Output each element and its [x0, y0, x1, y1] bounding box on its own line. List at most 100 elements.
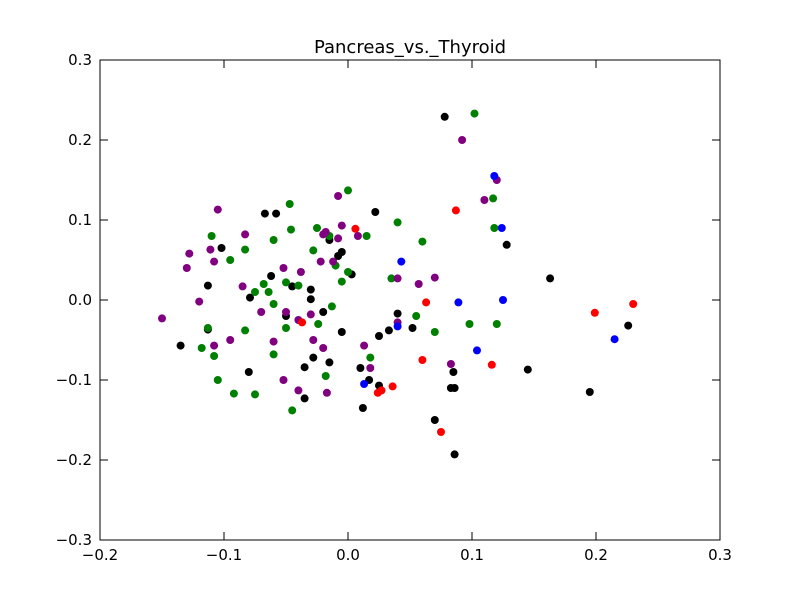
data-point	[158, 314, 166, 323]
data-point	[473, 346, 481, 355]
data-point	[388, 382, 397, 391]
data-point	[226, 256, 235, 264]
x-tick-label: −0.1	[206, 546, 242, 564]
data-point	[397, 257, 406, 266]
data-point	[210, 341, 219, 350]
data-point	[285, 200, 294, 208]
data-point	[319, 344, 328, 352]
x-tick-label: 0.2	[584, 546, 608, 564]
data-point	[356, 364, 365, 372]
chart-title: Pancreas_vs._Thyroid	[314, 37, 506, 58]
data-point	[322, 388, 331, 397]
data-point	[267, 272, 276, 280]
data-point	[321, 372, 330, 380]
data-point	[393, 322, 402, 331]
data-point	[492, 320, 501, 328]
data-point	[440, 112, 449, 121]
data-point	[176, 341, 185, 350]
data-point	[499, 296, 507, 304]
data-point	[279, 264, 288, 272]
data-point	[272, 209, 281, 218]
data-point	[241, 230, 250, 239]
data-point	[490, 172, 499, 180]
data-point	[309, 246, 318, 255]
data-point	[465, 320, 474, 328]
data-point	[337, 248, 346, 256]
data-point	[393, 274, 402, 283]
data-point	[451, 206, 460, 215]
data-point	[384, 326, 393, 335]
data-point	[393, 218, 402, 227]
data-point	[269, 300, 278, 308]
points-layer	[158, 109, 638, 459]
data-point	[334, 192, 343, 200]
data-point	[259, 280, 268, 288]
data-point	[300, 394, 309, 403]
data-point	[306, 285, 315, 294]
data-point	[489, 194, 498, 203]
data-point	[437, 428, 445, 436]
y-tick-label: 0.1	[68, 211, 92, 229]
data-point	[229, 389, 238, 398]
data-point	[244, 368, 253, 376]
x-tick-label: 0.0	[336, 546, 360, 564]
data-point	[353, 232, 362, 240]
data-point	[257, 308, 266, 316]
data-point	[294, 386, 303, 395]
data-point	[430, 328, 439, 336]
data-point	[241, 326, 250, 335]
data-point	[414, 280, 423, 288]
data-point	[497, 224, 506, 232]
data-point	[393, 309, 402, 318]
y-tick-label: 0.2	[68, 131, 92, 149]
data-point	[334, 234, 343, 243]
data-point	[282, 308, 290, 316]
plot-frame	[99, 59, 721, 541]
data-point	[185, 249, 194, 258]
data-point	[217, 244, 226, 252]
data-point	[351, 224, 360, 233]
data-point	[412, 312, 421, 320]
data-point	[226, 336, 235, 344]
data-point	[269, 350, 278, 359]
data-point	[309, 353, 318, 362]
data-point	[360, 380, 369, 388]
plot-area	[100, 60, 720, 540]
data-point	[287, 225, 295, 234]
data-point	[210, 257, 219, 266]
data-point	[418, 356, 427, 364]
y-tick-label: −0.2	[56, 451, 92, 469]
data-point	[337, 328, 346, 336]
data-point	[203, 281, 212, 290]
data-point	[337, 221, 346, 230]
data-point	[314, 320, 323, 328]
data-point	[182, 264, 191, 272]
x-tick-label: 0.3	[708, 546, 732, 564]
data-point	[264, 288, 273, 296]
data-point	[362, 232, 371, 240]
data-point	[195, 297, 204, 306]
x-tick-label: −0.2	[82, 546, 118, 564]
data-point	[387, 274, 396, 283]
data-point	[490, 224, 499, 232]
data-point	[321, 228, 330, 236]
data-point	[288, 406, 297, 415]
data-point	[610, 335, 619, 344]
data-point	[251, 288, 259, 296]
data-point	[422, 298, 431, 307]
data-point	[269, 236, 278, 244]
data-point	[296, 268, 305, 276]
data-point	[629, 300, 638, 308]
data-point	[246, 293, 254, 302]
data-point	[206, 245, 215, 254]
data-point	[210, 352, 219, 360]
data-point	[430, 273, 439, 282]
data-point	[585, 388, 594, 396]
data-point	[454, 298, 463, 307]
data-point	[418, 237, 427, 246]
data-point	[624, 321, 633, 330]
data-point	[288, 282, 297, 291]
data-point	[282, 324, 290, 332]
data-point	[269, 337, 278, 346]
